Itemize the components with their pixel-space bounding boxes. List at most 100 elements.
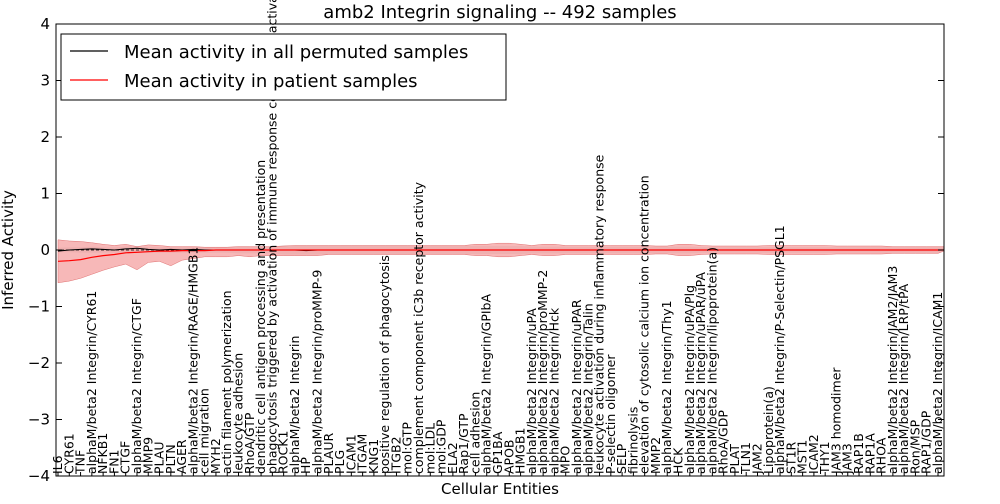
- y-tick-label: −3: [28, 411, 50, 429]
- x-tick-label: alphaM/beta2 Integrin/uPAR/uPA: [693, 272, 708, 474]
- x-tick-label: mol:LDL: [422, 423, 437, 474]
- x-tick-label: AGER: [174, 439, 189, 474]
- x-tick-label: ITGB2: [389, 436, 404, 474]
- x-tick-label: APOB: [501, 439, 516, 474]
- x-axis-label: Cellular Entities: [441, 480, 559, 498]
- x-tick-label: Lipoprotein(a): [761, 386, 776, 474]
- y-tick-label: −1: [28, 298, 50, 316]
- plot-area: [56, 239, 944, 284]
- y-tick-label: −4: [28, 467, 50, 485]
- x-tick-label: PLG: [332, 450, 347, 474]
- x-tick-label: MPO: [558, 446, 573, 474]
- legend-box: [60, 33, 507, 101]
- x-tick-label: alphaM/beta2 Integrin/Thy1: [659, 300, 674, 474]
- x-tick-label: RAP1B: [851, 433, 866, 474]
- x-tick-label: CYR61: [61, 433, 76, 474]
- x-tick-label: RhoA/GDP: [716, 410, 731, 474]
- y-tick-label: 3: [40, 72, 50, 90]
- x-tick-label: JAM3 homodimer: [829, 367, 844, 475]
- x-tick-label: elevation of cytosolic calcium ion conce…: [637, 175, 652, 474]
- x-tick-label: phagocytosis triggered by activation of …: [264, 0, 279, 474]
- x-tick-label: actin filament polymerization: [219, 290, 234, 474]
- x-tick-label: alphaM/beta2 Integrin/Talin: [580, 303, 595, 474]
- y-tick-label: −2: [28, 354, 50, 372]
- x-tick-label: JAM3: [840, 443, 855, 475]
- x-tick-label: ICAM2: [806, 434, 821, 474]
- x-tick-label: CTGF: [118, 441, 133, 474]
- x-tick-label: FN1: [106, 450, 121, 475]
- x-tick-label: IL6: [50, 455, 65, 474]
- legend-permuted-label: Mean activity in all permuted samples: [124, 42, 468, 63]
- x-tick-label: ROCK1: [276, 431, 291, 474]
- x-tick-label: dendritic cell antigen processing and pr…: [253, 160, 268, 474]
- y-tick-label: 2: [40, 128, 50, 146]
- x-tick-label: leukocyte activation during inflammatory…: [592, 154, 607, 474]
- x-tick-label: alphaM/beta2 Integrin/P-Selectin/PSGL1: [772, 225, 787, 474]
- x-tick-label: alphaM/beta2 Integrin/RAGE/HMGB1: [185, 247, 200, 474]
- x-tick-label: GP1BA: [490, 431, 505, 474]
- x-tick-label: complement component iC3b receptor activ…: [411, 181, 426, 474]
- x-tick-label: PLAU: [152, 442, 167, 475]
- x-tick-label: alphaM/beta2 Integrin/ICAM1: [930, 292, 945, 474]
- x-tick-label: ICAM1: [343, 434, 358, 474]
- x-tick-label: cell migration: [197, 388, 212, 474]
- x-tick-label: KNG1: [366, 439, 381, 474]
- x-tick-label: alphaM/beta2 Integrin/CYR61: [84, 291, 99, 474]
- x-tick-label: alphaM/beta2 Integrin/JAM2/JAM3: [885, 266, 900, 474]
- x-tick-label: MYH2: [208, 438, 223, 474]
- x-tick-label: TLN1: [738, 442, 753, 475]
- y-tick-label: 1: [40, 185, 50, 203]
- x-tick-label: TNF: [73, 450, 88, 475]
- x-tick-label: alphaM/beta2 Integrin/uPA: [524, 308, 539, 474]
- x-tick-label: leukocyte adhesion: [231, 353, 246, 474]
- x-tick-label: mol:GDP: [434, 419, 449, 474]
- x-tick-label: HP: [298, 457, 313, 474]
- x-tick-label: PLAUR: [321, 433, 336, 474]
- patient-mean-line: [57, 249, 944, 262]
- x-tick-label: alphaM/beta2 Integrin/uPAR: [569, 299, 584, 474]
- x-tick-label: HCK: [671, 447, 686, 474]
- chart-title: amb2 Integrin signaling -- 492 samples: [323, 2, 676, 23]
- x-tick-label: PLTN: [163, 444, 178, 474]
- x-tick-label: alphaM/beta2 Integrin/CTGF: [129, 298, 144, 474]
- x-tick-label: SELP: [614, 443, 629, 474]
- x-tick-label: alphaM/beta2 Integrin/lipoprotein(a): [704, 247, 719, 474]
- x-tick-label: PLAT: [727, 444, 742, 474]
- x-tick-label: positive regulation of phagocytosis: [377, 255, 392, 474]
- x-tick-label: alphaM/beta2 Integrin: [287, 336, 302, 474]
- plot-frame: [55, 23, 945, 477]
- x-tick-label: fibrinolysis: [625, 407, 640, 474]
- x-tick-label: THY1: [817, 441, 832, 475]
- x-tick-label: cell adhesion: [467, 392, 482, 474]
- x-tick-label: HMGB1: [513, 428, 528, 474]
- legend: Mean activity in all permuted samples Me…: [60, 33, 507, 101]
- x-tick-label: alphaM/beta2 Integrin/LRP/tPA: [896, 283, 911, 474]
- x-tick-label: RhoA/GTP: [242, 412, 257, 474]
- y-axis: −4 −3 −2 −1 0 1 2 3 4: [28, 15, 944, 485]
- x-tick-label: Ron/MSP: [907, 419, 922, 474]
- x-tick-label: alphaM/beta2 Integrin/Hck: [546, 307, 561, 474]
- x-tick-label: JAM2: [750, 443, 765, 475]
- y-axis-label: Inferred Activity: [0, 190, 17, 310]
- x-tick-label: RHOA: [874, 437, 889, 474]
- x-tick-label: ELA2: [445, 442, 460, 474]
- x-tick-label: Rap1/GTP: [456, 413, 471, 474]
- x-tick-label: alphaM/beta2 Integrin/uPA/Plg: [682, 285, 697, 474]
- x-tick-label: MST1: [795, 440, 810, 474]
- x-tick-label: P-selectin oligomer: [603, 354, 618, 474]
- x-tick-label: ITGAM: [355, 434, 370, 474]
- x-tick-label: alphaM/beta2 Integrin/GPIbA: [479, 294, 494, 474]
- x-tick-label: NFKB1: [95, 433, 110, 474]
- x-tick-label: MMP9: [140, 437, 155, 474]
- x-tick-label: alphaM/beta2 Integrin/proMMP-9: [310, 270, 325, 474]
- x-tick-label: RAP1A: [862, 433, 877, 474]
- x-tick-label: alphaM/beta2 Integrin/proMMP-2: [535, 270, 550, 474]
- x-tick-label: MMP2: [648, 437, 663, 474]
- y-tick-label: 4: [40, 15, 50, 33]
- y-tick-label: 0: [40, 241, 50, 259]
- x-tick-label: RAP1/GDP: [919, 410, 934, 474]
- x-tick-label: ST1R: [783, 441, 798, 474]
- x-tick-label: mol:GTP: [400, 422, 415, 474]
